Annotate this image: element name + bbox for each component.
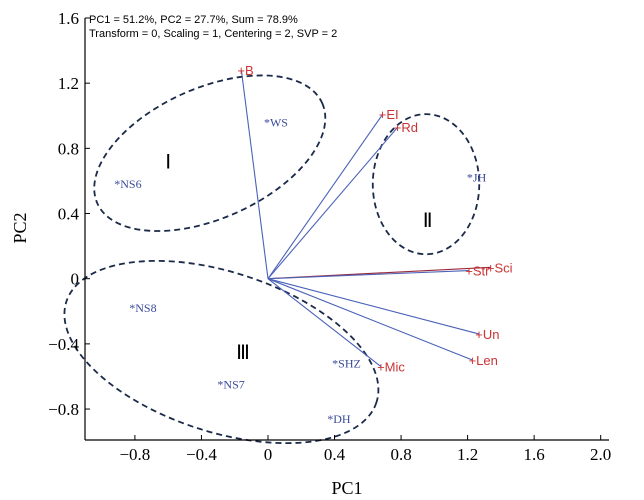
pca-info: PC1 = 51.2%, PC2 = 27.7%, Sum = 78.9% Tr… <box>89 14 337 40</box>
pca-info-line-1: PC1 = 51.2%, PC2 = 27.7%, Sum = 78.9% <box>89 14 298 26</box>
cluster-ellipses <box>63 74 481 445</box>
variable-label-sci: +Sci <box>487 260 513 275</box>
observation-label-dh: *DH <box>327 412 351 426</box>
loading-vectors <box>240 70 491 368</box>
vector-str <box>267 269 470 280</box>
observation-label-ns8: *NS8 <box>129 301 156 315</box>
x-tick-label: 0.8 <box>390 445 411 464</box>
y-tick-label: −0.8 <box>48 400 79 419</box>
x-tick-label: 1.6 <box>524 445 545 464</box>
group-label-2: Ⅱ <box>423 210 433 232</box>
pca-info-line-2: Transform = 0, Scaling = 1, Centering = … <box>89 28 337 40</box>
y-tick-label: 0 <box>71 270 80 289</box>
y-axis-label: PC2 <box>10 212 30 243</box>
variable-label-len: +Len <box>469 353 498 368</box>
vector-ei <box>267 113 384 280</box>
vector-len <box>267 278 473 361</box>
vector-un <box>267 278 480 335</box>
cluster-ellipse-3 <box>63 259 380 445</box>
observation-label-ns6: *NS6 <box>114 177 141 191</box>
y-tick-label: −0.4 <box>48 335 79 354</box>
y-tick-label: 1.6 <box>58 9 79 28</box>
variable-label-rd: +Rd <box>394 120 418 135</box>
observation-labels: *WS *NS6 *JH *NS8 *SHZ *NS7 *DH <box>114 115 486 426</box>
x-tick-label: −0.8 <box>119 445 150 464</box>
axis-ticks: −0.8 −0.4 0 0.4 0.8 1.2 1.6 2.0 −0.8 −0.4 0 0.4 0.8 1… <box>48 9 611 464</box>
observation-label-jh: *JH <box>467 171 487 185</box>
x-tick-label: −0.4 <box>186 445 217 464</box>
y-tick-label: 0.8 <box>58 139 79 158</box>
observation-label-ns7: *NS7 <box>217 378 244 392</box>
variable-label-un: +Un <box>475 327 499 342</box>
observation-label-ws: *WS <box>264 115 288 129</box>
x-tick-label: 0 <box>264 445 273 464</box>
cluster-ellipse-1 <box>93 74 327 232</box>
x-tick-label: 0.4 <box>324 445 346 464</box>
cluster-ellipse-2 <box>371 113 481 256</box>
x-tick-label: 2.0 <box>590 445 611 464</box>
variable-label-mic: +Mic <box>377 360 405 375</box>
vector-b <box>240 70 269 279</box>
group-label-1: Ⅰ <box>165 151 171 173</box>
variable-label-b: +B <box>237 63 253 78</box>
y-tick-label: 1.2 <box>58 74 79 93</box>
observation-label-shz: *SHZ <box>332 356 361 370</box>
y-tick-label: 0.4 <box>58 205 80 224</box>
vector-rd <box>267 126 399 280</box>
axes <box>84 18 609 441</box>
variable-label-str: +Str <box>465 264 490 279</box>
group-labels: Ⅰ Ⅱ Ⅲ <box>165 151 432 364</box>
group-label-3: Ⅲ <box>236 342 250 364</box>
x-tick-label: 1.2 <box>457 445 478 464</box>
vector-mic <box>267 278 382 368</box>
x-axis-label: PC1 <box>331 478 362 498</box>
variable-label-ei: +EI <box>379 107 399 122</box>
variable-labels: +B +EI+Rd +Sci+Str +Un +Len +Mic <box>237 63 512 375</box>
